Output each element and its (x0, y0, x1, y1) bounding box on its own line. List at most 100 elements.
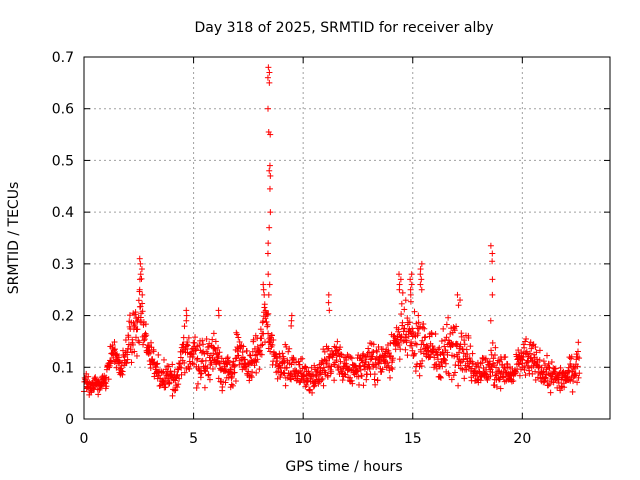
data-point-marker (175, 381, 182, 388)
data-point-marker (166, 380, 173, 387)
data-point-marker (139, 291, 146, 298)
data-point-marker (417, 266, 424, 273)
data-point-marker (520, 353, 527, 360)
data-point-marker (267, 348, 274, 355)
data-point-marker (512, 369, 519, 376)
data-point-marker (198, 358, 205, 365)
data-point-marker (215, 312, 222, 319)
data-point-marker (143, 332, 150, 339)
data-point-marker (294, 375, 301, 382)
data-point-marker (408, 342, 415, 349)
data-point-marker (206, 376, 213, 383)
data-point-marker (216, 349, 223, 356)
data-point-marker (211, 345, 218, 352)
data-point-marker (331, 377, 338, 384)
data-point-marker (245, 368, 252, 375)
data-point-marker (286, 345, 293, 352)
data-point-marker (229, 382, 236, 389)
data-point-marker (408, 271, 415, 278)
data-point-marker (408, 338, 415, 345)
data-point-marker (323, 358, 330, 365)
data-point-marker (280, 369, 287, 376)
data-point-marker (266, 338, 273, 345)
data-point-marker (439, 363, 446, 370)
data-point-marker (248, 374, 255, 381)
data-point-marker (399, 319, 406, 326)
x-tick-label: 10 (294, 431, 312, 447)
data-point-marker (369, 353, 376, 360)
data-point-marker (176, 375, 183, 382)
data-point-marker (408, 281, 415, 288)
data-point-marker (490, 355, 497, 362)
data-point-marker (335, 350, 342, 357)
data-point-marker (419, 357, 426, 364)
data-point-marker (416, 372, 423, 379)
data-point-marker (379, 366, 386, 373)
data-point-marker (138, 266, 145, 273)
data-point-marker (209, 336, 216, 343)
data-point-marker (136, 276, 143, 283)
data-point-marker (113, 364, 120, 371)
data-point-marker (387, 374, 394, 381)
data-point-marker (455, 302, 462, 309)
data-point-marker (236, 338, 243, 345)
data-point-marker (343, 356, 350, 363)
data-point-marker (516, 361, 523, 368)
data-point-marker (491, 352, 498, 359)
data-point-marker (373, 347, 380, 354)
data-point-marker (318, 377, 325, 384)
data-point-marker (204, 365, 211, 372)
data-point-marker (137, 260, 144, 267)
data-point-marker (200, 341, 207, 348)
data-point-marker (427, 353, 434, 360)
data-point-marker (396, 286, 403, 293)
data-point-marker (183, 307, 190, 314)
data-point-marker (235, 334, 242, 341)
data-point-marker (178, 371, 185, 378)
data-point-marker (328, 368, 335, 375)
data-point-marker (360, 382, 367, 389)
data-point-marker (103, 383, 110, 390)
data-point-marker (403, 337, 410, 344)
data-point-marker (396, 341, 403, 348)
data-point-marker (415, 312, 422, 319)
data-point-marker (303, 382, 310, 389)
data-point-marker (269, 341, 276, 348)
data-point-marker (357, 366, 364, 373)
data-point-marker (396, 356, 403, 363)
data-point-marker (137, 271, 144, 278)
data-point-marker (105, 376, 112, 383)
data-point-marker (442, 360, 449, 367)
data-point-marker (347, 354, 354, 361)
data-point-marker (570, 378, 577, 385)
data-point-marker (365, 345, 372, 352)
data-point-marker (142, 321, 149, 328)
data-point-marker (169, 392, 176, 399)
data-point-marker (266, 79, 273, 86)
data-point-marker (337, 351, 344, 358)
data-point-marker (533, 349, 540, 356)
data-point-marker (418, 260, 425, 267)
data-point-marker (174, 384, 181, 391)
data-point-marker (159, 369, 166, 376)
data-point-marker (397, 276, 404, 283)
data-point-marker (388, 364, 395, 371)
data-point-marker (270, 336, 277, 343)
data-point-marker (570, 365, 577, 372)
data-point-marker (333, 352, 340, 359)
data-point-marker (449, 342, 456, 349)
data-point-marker (536, 357, 543, 364)
data-point-marker (418, 363, 425, 370)
data-point-marker (95, 391, 102, 398)
data-point-marker (202, 368, 209, 375)
data-point-marker (429, 342, 436, 349)
data-point-marker (344, 351, 351, 358)
data-point-marker (115, 357, 122, 364)
data-point-marker (152, 364, 159, 371)
data-point-marker (437, 373, 444, 380)
data-point-marker (363, 376, 370, 383)
data-point-marker (125, 334, 132, 341)
data-point-marker (177, 354, 184, 361)
data-point-marker (465, 334, 472, 341)
data-point-marker (573, 351, 580, 358)
